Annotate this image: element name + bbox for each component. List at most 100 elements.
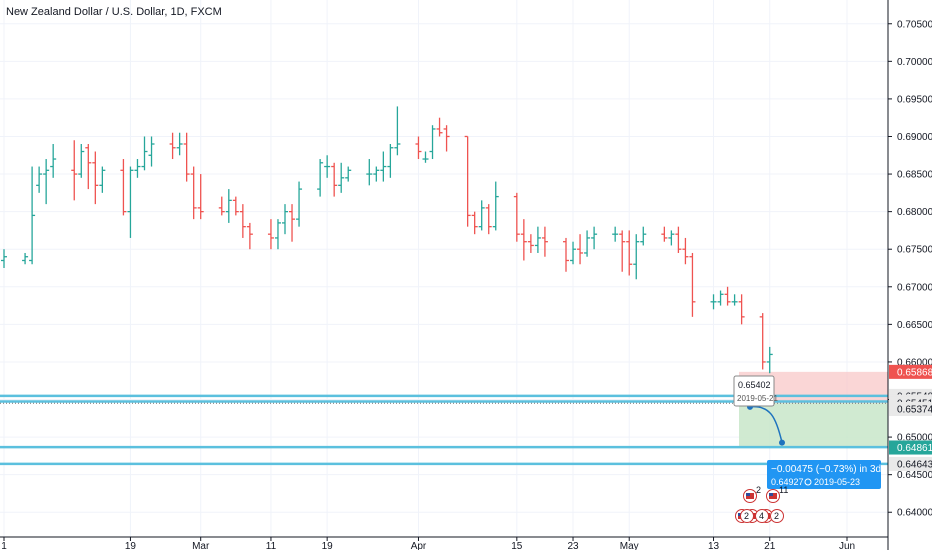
ohlc-bar bbox=[682, 237, 689, 265]
ohlc-bar bbox=[422, 151, 429, 163]
ohlc-bar bbox=[563, 237, 569, 272]
price-label-text: 0.64643 bbox=[897, 459, 932, 470]
forecast-start-label: 0.65402 2019-05-21 bbox=[733, 375, 778, 407]
event-marker: 2 bbox=[740, 509, 754, 523]
ohlc-bar bbox=[766, 346, 773, 374]
y-tick-label: 0.70000 bbox=[897, 57, 932, 68]
ohlc-bar bbox=[668, 230, 675, 246]
ohlc-bar bbox=[731, 294, 738, 306]
y-tick-label: 0.64500 bbox=[897, 470, 932, 481]
ohlc-bar bbox=[492, 181, 499, 231]
ohlc-bar bbox=[577, 234, 584, 265]
ohlc-bar bbox=[296, 181, 303, 227]
ohlc-bar bbox=[232, 196, 239, 216]
price-label: 0.64643 bbox=[889, 456, 932, 471]
ohlc-bar bbox=[640, 226, 647, 246]
y-tick-label: 0.66000 bbox=[897, 357, 932, 368]
event-count: 2 bbox=[774, 511, 779, 521]
x-tick-label: 23 bbox=[567, 541, 579, 550]
ohlc-bar bbox=[225, 189, 232, 223]
flag-canton bbox=[738, 513, 742, 516]
ohlc-bar bbox=[380, 151, 387, 182]
ohlc-bar bbox=[675, 226, 682, 253]
y-tick-label: 0.68500 bbox=[897, 170, 932, 181]
price-label: 0.65868 bbox=[889, 364, 932, 379]
ohlc-bar bbox=[127, 166, 134, 238]
ohlc-bar bbox=[239, 204, 246, 238]
ohlc-bar bbox=[464, 135, 471, 227]
ohlc-bar bbox=[394, 106, 401, 156]
ohlc-bar bbox=[689, 252, 696, 317]
ohlc-bar bbox=[50, 144, 57, 178]
price-label-text: 0.65374 bbox=[897, 404, 932, 415]
ohlc-bar bbox=[485, 204, 492, 235]
price-label: 0.65374 bbox=[889, 401, 932, 416]
ohlc-bar bbox=[169, 132, 176, 160]
forecast-target-price: 0.64927 bbox=[771, 477, 804, 487]
x-tick-label: 19 bbox=[125, 541, 137, 550]
ohlc-bar bbox=[661, 226, 668, 242]
chart-title: New Zealand Dollar / U.S. Dollar, 1D, FX… bbox=[6, 6, 222, 18]
price-label-text: 0.64861 bbox=[897, 443, 932, 454]
x-tick-label: Apr bbox=[411, 541, 427, 550]
price-label: 0.64861 bbox=[889, 440, 932, 455]
ohlc-bar bbox=[246, 222, 253, 250]
ohlc-bar bbox=[99, 166, 106, 193]
y-tick-label: 0.69000 bbox=[897, 132, 932, 143]
price-axis[interactable]: 0.70500 0.70000 0.69500 0.69000 0.68500 0.680… bbox=[887, 0, 932, 550]
x-tick-label: May bbox=[620, 541, 639, 550]
ohlc-bar bbox=[218, 196, 225, 216]
forecast-start-price: 0.65402 bbox=[738, 380, 771, 390]
ohlc-bar bbox=[478, 200, 485, 231]
ohlc-bar bbox=[415, 136, 422, 160]
ohlc-bar bbox=[570, 241, 577, 265]
forecast-target-date: 2019-05-23 bbox=[814, 477, 860, 487]
ohlc-bar bbox=[612, 226, 619, 242]
forecast-tooltip-box bbox=[767, 460, 881, 489]
ohlc-bar bbox=[591, 226, 598, 250]
x-tick-label: 19 bbox=[322, 541, 334, 550]
ohlc-bar bbox=[324, 155, 331, 178]
event-marker: 11 bbox=[766, 485, 788, 503]
x-tick-label: 13 bbox=[708, 541, 720, 550]
ohlc-bar bbox=[197, 174, 204, 220]
ohlc-bar bbox=[724, 286, 731, 306]
grid bbox=[0, 0, 888, 537]
ohlc-bar bbox=[176, 132, 183, 156]
y-tick-label: 0.70500 bbox=[897, 19, 932, 30]
price-label-bg bbox=[889, 401, 932, 416]
forecast-start-date: 2019-05-21 bbox=[737, 394, 778, 403]
ohlc-bar bbox=[92, 151, 99, 205]
ohlc-bar bbox=[429, 125, 436, 160]
ohlc-bars bbox=[1, 106, 773, 374]
ohlc-bar bbox=[36, 166, 43, 193]
ohlc-bar bbox=[717, 290, 724, 306]
event-marker: 2 bbox=[743, 485, 761, 503]
clock-icon bbox=[804, 478, 812, 486]
ohlc-bar bbox=[373, 166, 380, 182]
ohlc-bar bbox=[387, 144, 394, 178]
x-tick-label: Mar bbox=[192, 541, 210, 550]
ohlc-bar bbox=[626, 230, 633, 276]
ohlc-bar bbox=[759, 313, 766, 370]
forecast-curve bbox=[749, 406, 783, 443]
price-label-text: 0.65868 bbox=[897, 367, 932, 378]
ohlc-bar bbox=[443, 125, 450, 152]
time-axis[interactable]: 1 19 Mar 11 19 Apr 15 23 May 13 21 Jun bbox=[0, 536, 888, 550]
ohlc-bar bbox=[513, 192, 520, 242]
ohlc-bar bbox=[183, 132, 190, 182]
ohlc-bar bbox=[619, 230, 626, 272]
ohlc-bar bbox=[633, 234, 640, 280]
ohlc-bar bbox=[29, 166, 36, 265]
ohlc-bar bbox=[710, 294, 717, 310]
forecast-change-text: −0.00475 (−0.73%) in 3d bbox=[771, 464, 881, 475]
event-circle bbox=[740, 509, 754, 523]
ohlc-bar bbox=[338, 162, 345, 193]
ohlc-bar bbox=[289, 204, 296, 242]
economic-events: 2 112 4 2 bbox=[735, 485, 788, 523]
ohlc-bar bbox=[471, 211, 478, 235]
event-count: 2 bbox=[756, 485, 761, 495]
x-tick-label: 1 bbox=[1, 541, 7, 550]
ohlc-bar bbox=[282, 204, 288, 235]
